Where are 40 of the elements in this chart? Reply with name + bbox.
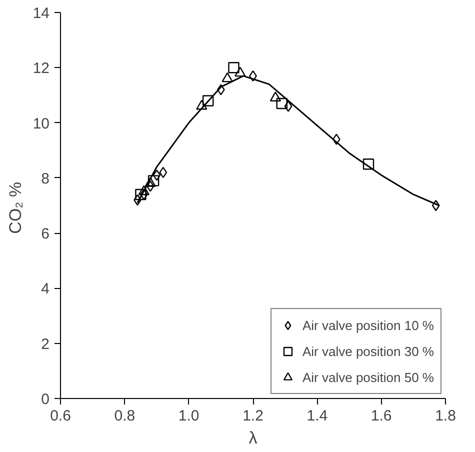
x-tick-label: 0.6 xyxy=(50,408,71,424)
point xyxy=(146,180,154,192)
x-axis-title: λ xyxy=(248,428,258,448)
point xyxy=(332,134,340,145)
point xyxy=(216,84,225,96)
point xyxy=(138,185,150,196)
point xyxy=(140,188,148,200)
point xyxy=(148,175,160,186)
point xyxy=(144,177,156,187)
legend-label: Air valve position 50 % xyxy=(302,370,434,384)
point xyxy=(135,188,146,200)
point xyxy=(222,72,233,82)
y-tick-label: 4 xyxy=(41,280,50,298)
x-tick-label: 0.8 xyxy=(114,408,136,424)
point xyxy=(228,62,240,74)
point xyxy=(276,98,288,110)
point xyxy=(234,66,246,77)
y-tick-label: 6 xyxy=(41,226,50,243)
y-tick-label: 10 xyxy=(32,115,50,132)
x-tick-label: 1.0 xyxy=(178,408,200,424)
x-tick-label: 1.2 xyxy=(242,408,264,424)
y-tick-label: 12 xyxy=(32,60,50,78)
point xyxy=(152,170,161,181)
x-tick-label: 1.6 xyxy=(370,408,392,424)
y-tick-label: 8 xyxy=(41,170,50,188)
legend-label: Air valve position 10 % xyxy=(302,318,434,332)
point xyxy=(270,92,282,102)
y-tick-label: 0 xyxy=(41,391,50,408)
point xyxy=(159,166,168,178)
y-tick-label: 2 xyxy=(41,336,50,353)
point xyxy=(362,158,374,170)
point xyxy=(432,200,440,212)
y-axis-title: CO₂ % xyxy=(6,182,25,234)
x-tick-label: 1.4 xyxy=(306,408,328,424)
point xyxy=(196,100,208,110)
x-tick-label: 1.8 xyxy=(435,408,456,424)
point xyxy=(284,100,292,112)
point xyxy=(202,95,214,106)
y-tick-label: 14 xyxy=(32,5,50,22)
legend-label: Air valve position 30 % xyxy=(302,344,434,358)
